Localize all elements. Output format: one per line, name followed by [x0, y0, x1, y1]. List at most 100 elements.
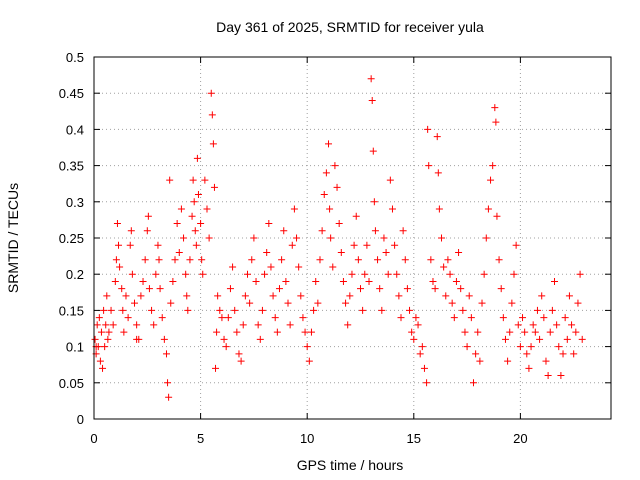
data-point: [516, 343, 524, 351]
data-point: [115, 241, 123, 249]
data-point: [386, 176, 394, 184]
data-point: [120, 328, 128, 336]
data-point: [508, 299, 516, 307]
data-point: [542, 357, 550, 365]
data-point: [412, 314, 420, 322]
data-point: [476, 357, 484, 365]
data-point: [312, 277, 320, 285]
data-point: [565, 292, 573, 300]
data-point: [314, 299, 322, 307]
data-point: [365, 277, 373, 285]
data-point: [284, 299, 292, 307]
data-point: [424, 125, 432, 133]
data-point: [465, 292, 473, 300]
data-point: [370, 198, 378, 206]
y-tick-label: 0.35: [59, 159, 84, 174]
data-point: [191, 227, 199, 235]
data-point: [457, 285, 465, 293]
data-point: [162, 350, 170, 358]
data-point: [171, 256, 179, 264]
data-point: [250, 234, 258, 242]
data-point: [192, 241, 200, 249]
data-point: [410, 335, 418, 343]
data-point: [551, 277, 559, 285]
data-point: [523, 350, 531, 358]
data-point: [173, 220, 181, 228]
data-point: [408, 328, 416, 336]
data-point: [548, 306, 556, 314]
data-point: [119, 306, 127, 314]
data-point: [139, 277, 147, 285]
data-point: [322, 169, 330, 177]
data-point: [557, 372, 565, 380]
data-point: [167, 299, 175, 307]
grid: [94, 57, 611, 419]
chart-title: Day 361 of 2025, SRMTID for receiver yul…: [216, 19, 484, 35]
data-point: [144, 212, 152, 220]
data-point: [91, 335, 99, 343]
data-point: [267, 263, 275, 271]
data-point: [261, 270, 269, 278]
data-point: [363, 241, 371, 249]
data-point: [446, 270, 454, 278]
data-point: [99, 364, 107, 372]
data-point: [169, 277, 177, 285]
data-point: [555, 343, 563, 351]
data-point: [403, 285, 411, 293]
data-point: [208, 111, 216, 119]
data-point: [113, 220, 121, 228]
data-point: [131, 299, 139, 307]
data-point: [212, 364, 220, 372]
data-point: [254, 321, 262, 329]
data-point: [531, 328, 539, 336]
data-point: [148, 306, 156, 314]
data-point: [111, 277, 119, 285]
y-tick-label: 0.1: [66, 340, 84, 355]
data-point: [182, 270, 190, 278]
data-point: [378, 306, 386, 314]
data-point: [563, 335, 571, 343]
data-point: [467, 314, 475, 322]
y-axis-label: SRMTID / TECUs: [5, 183, 21, 293]
data-point: [416, 350, 424, 358]
y-tick-label: 0.15: [59, 303, 84, 318]
x-tick-label: 10: [300, 431, 314, 446]
data-point: [423, 379, 431, 387]
data-point: [116, 263, 124, 271]
data-point: [198, 256, 206, 264]
data-point: [177, 205, 185, 213]
data-point: [164, 379, 172, 387]
data-point: [368, 96, 376, 104]
y-tick-label: 0.05: [59, 376, 84, 391]
data-point: [495, 256, 503, 264]
data-point: [399, 227, 407, 235]
data-point: [293, 234, 301, 242]
data-point: [335, 220, 343, 228]
data-point: [96, 357, 104, 365]
data-point: [540, 314, 548, 322]
data-point: [448, 299, 456, 307]
data-point: [431, 285, 439, 293]
data-point: [576, 270, 584, 278]
data-point: [316, 256, 324, 264]
tick-labels: 0 0.05 0.1 0.15 0.2 0.25 0.3 0.35 0.4 0.45 0.5 0 5 10…: [59, 50, 528, 446]
data-point: [160, 335, 168, 343]
data-point: [263, 248, 271, 256]
x-tick-label: 15: [407, 431, 421, 446]
data-point: [103, 292, 111, 300]
data-point: [348, 270, 356, 278]
data-point: [478, 299, 486, 307]
data-point: [214, 292, 222, 300]
data-point: [401, 256, 409, 264]
data-point: [199, 270, 207, 278]
data-point: [141, 256, 149, 264]
data-point: [218, 314, 226, 322]
data-point: [536, 335, 544, 343]
plot-frame: [93, 56, 612, 420]
data-point: [497, 285, 505, 293]
data-point: [97, 328, 105, 336]
data-point: [213, 328, 221, 336]
data-point: [102, 321, 110, 329]
x-tick-label: 20: [513, 431, 527, 446]
data-point: [434, 169, 442, 177]
